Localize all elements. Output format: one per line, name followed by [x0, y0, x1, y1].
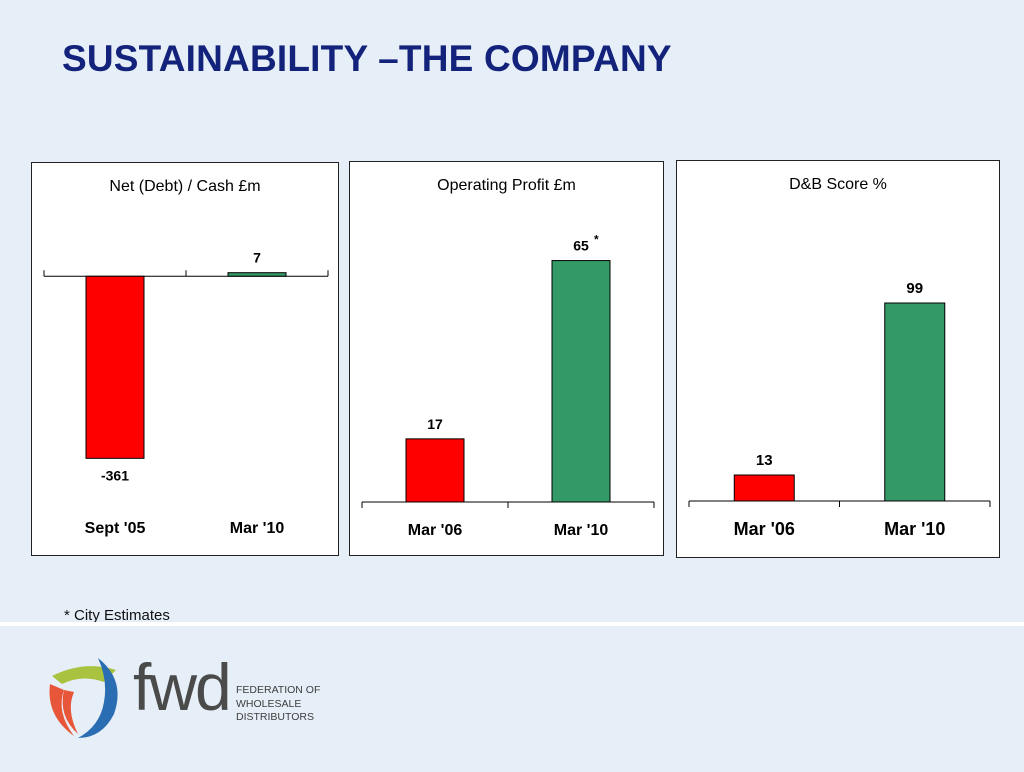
bar: [551, 260, 611, 503]
chart-net-debt-cash: Net (Debt) / Cash £m -361 Sept '05 7 Mar '1…: [31, 162, 339, 556]
brand-tagline: FEDERATION OF WHOLESALE DISTRIBUTORS: [236, 684, 320, 725]
category-label: Mar '10: [230, 520, 285, 537]
bar: [884, 302, 946, 502]
chart-operating-profit: Operating Profit £m 17 Mar '06 65 * Mar '10: [349, 161, 664, 556]
category-label: Mar '10: [554, 522, 609, 539]
chart-plot: 13 Mar '06 99 Mar '10: [688, 280, 991, 539]
brand-line: WHOLESALE: [236, 697, 302, 710]
data-label: 13: [756, 452, 773, 469]
data-label: 17: [427, 416, 443, 432]
brand-line: DISTRIBUTORS: [236, 711, 314, 723]
bar: [85, 275, 145, 459]
category-label: Mar '10: [884, 519, 945, 539]
data-label: -361: [101, 467, 129, 483]
bar: [405, 438, 465, 503]
footer-band: [0, 622, 1024, 772]
data-label: 99: [906, 280, 923, 297]
bar: [733, 474, 795, 502]
bar: [227, 272, 287, 277]
data-label: 65: [573, 238, 589, 254]
category-label: Sept '05: [85, 520, 146, 537]
chart-title: D&B Score %: [789, 176, 887, 193]
brand-line: FEDERATION OF: [236, 684, 321, 696]
footnote: * City Estimates: [64, 607, 170, 624]
category-label: Mar '06: [408, 522, 463, 539]
data-label: 7: [253, 250, 261, 266]
chart-plot: 17 Mar '06 65 * Mar '10: [361, 233, 655, 539]
annotation-mark: *: [594, 233, 599, 247]
brand-wordmark: fwd: [133, 650, 232, 724]
fwd-roundel-logo-icon: [49, 658, 118, 738]
chart-db-score: D&B Score % 13 Mar '06 99 Mar '10: [676, 160, 1000, 558]
page-title: SUSTAINABILITY –THE COMPANY: [62, 38, 672, 79]
chart-plot: -361 Sept '05 7 Mar '10: [43, 250, 329, 537]
category-label: Mar '06: [734, 519, 795, 539]
chart-title: Operating Profit £m: [437, 177, 576, 194]
chart-title: Net (Debt) / Cash £m: [109, 178, 261, 195]
